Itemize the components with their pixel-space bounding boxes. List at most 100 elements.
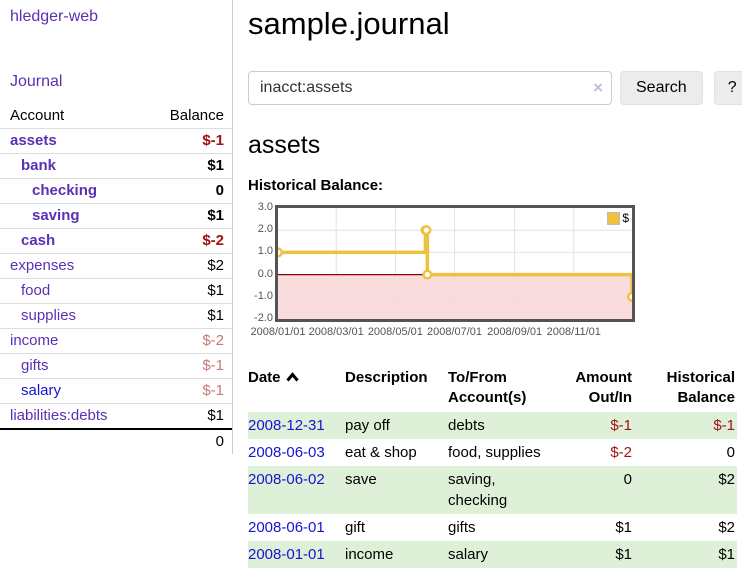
account-row: food $1	[0, 278, 232, 304]
account-balance: $1	[207, 407, 224, 424]
account-row: liabilities:debts $1	[0, 403, 232, 430]
transaction-row: 2008-06-03 eat & shop food, supplies $-2 0	[248, 439, 737, 466]
transaction-date-link[interactable]: 2008-06-03	[248, 444, 325, 461]
transaction-row: 2008-06-01 gift gifts $1 $2	[248, 514, 737, 541]
account-link[interactable]: gifts	[21, 357, 49, 374]
search-button[interactable]: Search	[620, 71, 703, 105]
help-button[interactable]: ?	[713, 71, 742, 105]
cell-amount: $1	[615, 546, 632, 563]
cell-date: 2008-06-03	[248, 439, 345, 466]
transaction-row: 2008-06-02 save saving, checking 0 $2	[248, 466, 737, 514]
legend-label: $	[622, 211, 629, 225]
search-form: × Search ?	[248, 71, 742, 105]
historical-balance-chart: $ 3.0 2.0 1.0 0.0 -1.0 -2.0 2008/01/01 2008/03/…	[248, 201, 742, 345]
account-link[interactable]: checking	[32, 182, 98, 199]
account-link[interactable]: food	[21, 282, 51, 299]
accounts-header-balance: Balance	[169, 107, 224, 124]
cell-amount: 0	[623, 471, 632, 488]
account-link[interactable]: bank	[21, 157, 57, 174]
cell-date: 2008-06-01	[248, 514, 345, 541]
cell-amount: $-2	[610, 444, 632, 461]
app-brand-link[interactable]: hledger-web	[10, 8, 99, 25]
account-row: checking 0	[0, 178, 232, 204]
account-row: gifts $-1	[0, 353, 232, 379]
account-link[interactable]: cash	[21, 232, 56, 249]
account-row: saving $1	[0, 203, 232, 229]
x-axis-tick-label: 2008/09/01	[487, 326, 543, 338]
y-axis-tick-label: 0.0	[257, 267, 273, 280]
cell-description: income	[345, 546, 394, 563]
cell-accounts: gifts	[448, 519, 476, 536]
cell-date: 2008-06-02	[248, 466, 345, 514]
chart-heading: Historical Balance:	[248, 177, 384, 194]
account-balance: $1	[207, 282, 224, 299]
accounts-total-spacer	[0, 428, 143, 454]
transaction-date-link[interactable]: 2008-06-02	[248, 471, 325, 488]
chart-legend: $	[607, 211, 629, 225]
register-header-description: Description	[345, 369, 428, 386]
x-axis-tick-label: 2008/03/01	[308, 326, 364, 338]
account-balance: $-1	[202, 132, 224, 149]
cell-amount: $1	[615, 519, 632, 536]
cell-description: eat & shop	[345, 444, 417, 461]
account-balance: $-1	[202, 357, 224, 374]
y-axis-tick-label: 1.0	[257, 245, 273, 258]
cell-date: 2008-12-31	[248, 412, 345, 439]
account-row: supplies $1	[0, 303, 232, 329]
transaction-date-link[interactable]: 2008-12-31	[248, 417, 325, 434]
register-table: Date Description To/From Account(s) Amou…	[248, 366, 737, 568]
transaction-row: 2008-12-31 pay off debts $-1 $-1	[248, 412, 737, 439]
account-row: income $-2	[0, 328, 232, 354]
cell-date: 2008-01-01	[248, 541, 345, 568]
account-link[interactable]: salary	[21, 382, 62, 399]
sort-ascending-icon	[285, 368, 299, 388]
clear-search-icon[interactable]: ×	[593, 78, 603, 97]
transaction-date-link[interactable]: 2008-01-01	[248, 546, 325, 563]
cell-accounts: food, supplies	[448, 444, 541, 461]
x-axis-tick-label: 2008/05/01	[367, 326, 423, 338]
account-link[interactable]: assets	[10, 132, 57, 149]
accounts-total-row: 0	[0, 428, 232, 454]
transaction-row: 2008-01-01 income salary $1 $1	[248, 541, 737, 568]
account-row: expenses $2	[0, 253, 232, 279]
account-link[interactable]: saving	[32, 207, 80, 224]
cell-balance: $-1	[713, 417, 735, 434]
cell-accounts: saving, checking	[448, 471, 508, 509]
y-axis-tick-label: -2.0	[254, 312, 273, 324]
account-balance: $-2	[202, 232, 224, 249]
account-row: cash $-2	[0, 228, 232, 254]
cell-description: save	[345, 471, 377, 488]
y-axis-tick-label: -1.0	[254, 289, 273, 302]
transaction-date-link[interactable]: 2008-06-01	[248, 519, 325, 536]
x-axis-tick-label: 2008/07/01	[426, 326, 483, 338]
register-header-row: Date Description To/From Account(s) Amou…	[248, 366, 737, 412]
cell-amount: $-1	[610, 417, 632, 434]
legend-swatch	[607, 211, 621, 225]
account-row: bank $1	[0, 153, 232, 179]
x-axis-tick-label: 2008/01/01	[250, 326, 306, 338]
accounts-balance-table: Account Balance assets $-1 bank $1 checking 0…	[0, 105, 232, 454]
account-link[interactable]: expenses	[10, 257, 75, 274]
search-input[interactable]	[248, 71, 612, 105]
sidebar: hledger-web Journal Account Balance asse…	[0, 0, 233, 454]
account-row: salary $-1	[0, 378, 232, 404]
register-header-date[interactable]: Date	[248, 366, 345, 412]
account-balance: $1	[207, 307, 224, 324]
accounts-total-value: 0	[142, 428, 232, 454]
y-axis-tick-label: 2.0	[257, 223, 273, 236]
register-header-amount: Amount Out/In	[575, 369, 632, 406]
page-title: sample.journal	[248, 6, 450, 41]
sidebar-item-journal[interactable]: Journal	[10, 73, 63, 90]
accounts-header-account: Account	[10, 107, 65, 124]
register-header-tofrom: To/From Account(s)	[448, 369, 527, 406]
y-axis-tick-label: 3.0	[257, 201, 273, 213]
cell-accounts: debts	[448, 417, 485, 434]
account-balance: $-1	[202, 382, 224, 399]
account-balance: $2	[207, 257, 224, 274]
account-balance: $-2	[202, 332, 224, 349]
cell-balance: 0	[726, 444, 735, 461]
account-link[interactable]: liabilities:debts	[10, 407, 108, 424]
account-link[interactable]: income	[10, 332, 59, 349]
account-link[interactable]: supplies	[21, 307, 77, 324]
account-balance: $1	[207, 207, 224, 224]
